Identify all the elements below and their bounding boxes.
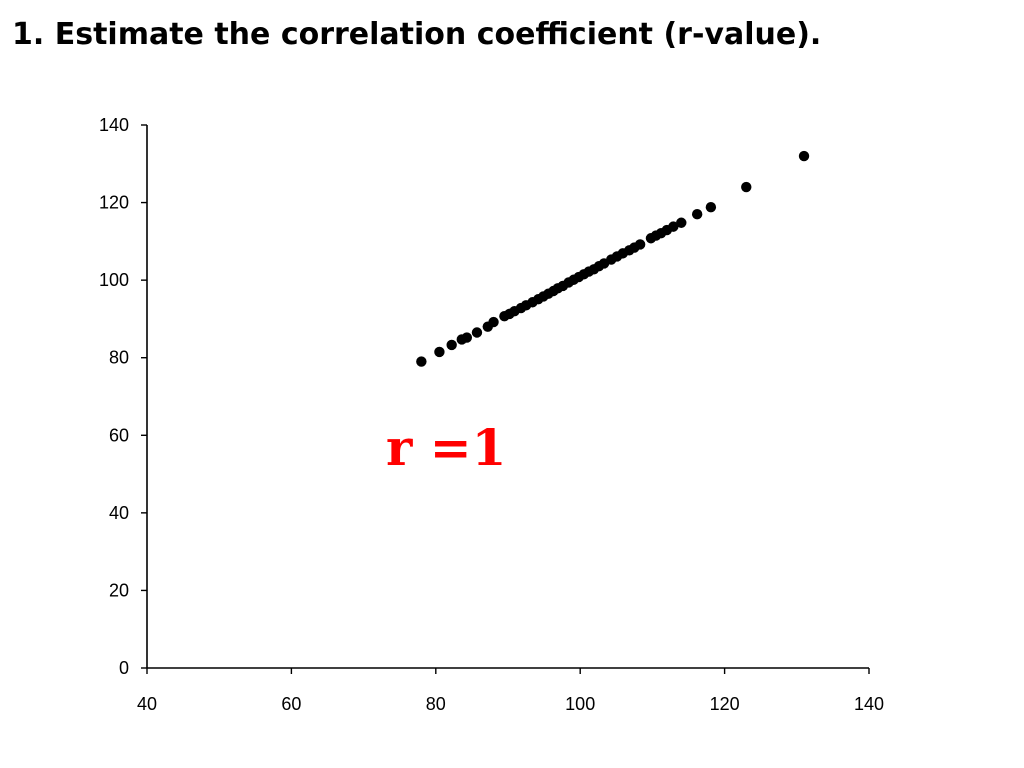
data-point (416, 356, 427, 367)
y-tick-label: 20 (109, 580, 129, 600)
data-point (691, 209, 703, 220)
data-point (461, 332, 473, 343)
page-title: 1. Estimate the correlation coefficient … (12, 17, 822, 52)
x-tick-label: 60 (281, 694, 301, 714)
data-point (798, 150, 810, 162)
y-tick-label: 80 (109, 348, 129, 368)
x-tick-label: 40 (137, 694, 157, 714)
data-point (668, 221, 679, 232)
data-point (446, 339, 457, 351)
y-tick-label: 0 (119, 658, 129, 678)
x-tick-label: 140 (854, 694, 884, 714)
x-tick-label: 120 (710, 694, 740, 714)
data-point (434, 346, 445, 358)
y-tick-label: 100 (99, 270, 129, 290)
data-point (488, 316, 499, 328)
data-point (741, 181, 752, 193)
data-point (471, 327, 483, 338)
x-tick-label: 100 (565, 694, 595, 714)
y-tick-label: 120 (99, 193, 129, 213)
y-tick-label: 140 (99, 115, 129, 135)
data-point (705, 202, 717, 213)
x-tick-label: 80 (426, 694, 446, 714)
y-tick-label: 40 (109, 503, 129, 523)
r-value-annotation: r =1 (386, 418, 507, 477)
chart-points (416, 150, 810, 367)
chart-ticks: 0 20 40 60 80 100 120 140 40 60 80 100 120 140 (99, 115, 884, 714)
y-tick-label: 60 (109, 425, 129, 445)
chart-axes (146, 125, 869, 669)
data-point (676, 217, 687, 228)
data-point (634, 239, 646, 250)
